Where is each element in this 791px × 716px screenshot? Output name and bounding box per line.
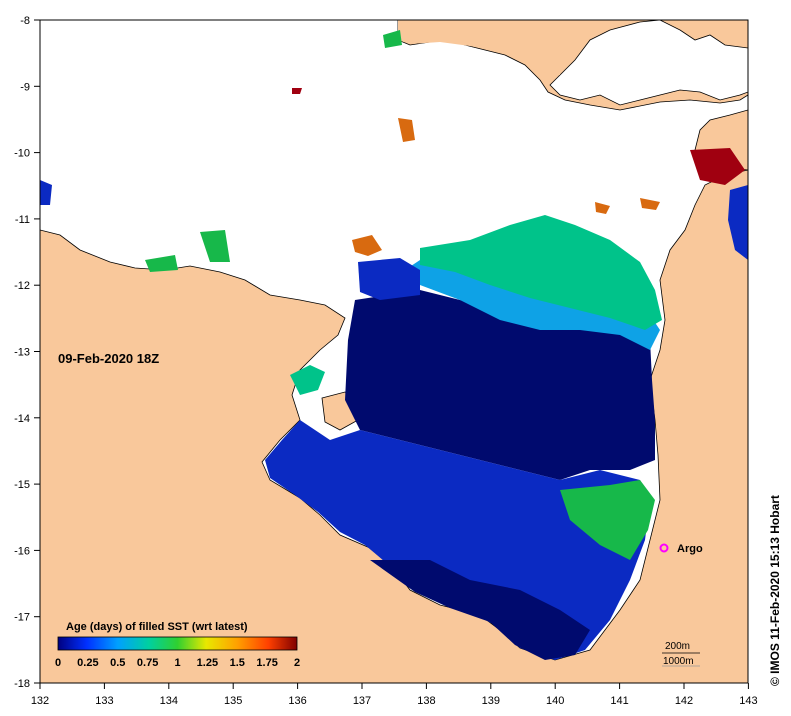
argo-symbol-icon [659,543,669,553]
lon-tick-label: 139 [482,695,500,707]
sst-navy-region [345,290,655,480]
lat-tick-label: -8 [20,15,30,27]
lat-tick-label: -16 [14,545,30,557]
colorbar-tick-label: 1.25 [197,657,218,669]
argo-marker: Argo [659,543,703,555]
argo-label: Argo [677,543,703,555]
colorbar-tick-label: 0.75 [137,657,158,669]
sst-teal-region [420,215,662,330]
lat-tick-label: -11 [15,214,30,226]
colorbar-ticks: 0 0.25 0.5 0.75 1 1.25 1.5 1.75 2 [55,657,300,669]
colorbar-title: Age (days) of filled SST (wrt latest) [66,621,248,633]
sst-green-east [560,480,655,560]
sst-navy-south [370,560,590,660]
colorbar-gradient [57,636,298,651]
lon-tick-label: 141 [610,695,628,707]
lat-tick-label: -13 [14,347,30,359]
lat-tick-label: -14 [14,413,30,425]
colorbar-tick-label: 0 [55,657,61,669]
map-date-label: 09-Feb-2020 18Z [58,351,159,366]
land-new-guinea-west [398,20,560,75]
lon-tick-label: 133 [95,695,113,707]
credit-text: © IMOS 11-Feb-2020 15:13 Hobart [768,495,782,686]
colorbar-tick-label: 0.25 [77,657,98,669]
lon-tick-label: 143 [739,695,757,707]
contour-200m-label: 200m [665,641,690,652]
sst-teal-west [290,365,325,395]
lon-tick-label: 132 [31,695,49,707]
lat-tick-label: -12 [14,280,30,292]
lon-tick-label: 136 [288,695,306,707]
lon-tick-label: 140 [546,695,564,707]
colorbar-tick-label: 1 [174,657,180,669]
lat-tick-label: -15 [14,479,30,491]
lon-tick-label: 135 [224,695,242,707]
contour-1000m-label: 1000m [663,656,694,667]
sst-skyblue-region [405,260,660,350]
contour-legend: 200m 1000m [662,641,700,667]
colorbar-tick-label: 1.75 [256,657,277,669]
lat-tick-label: -17 [14,612,30,624]
latitude-axis: -8 -9 -10 -11 -12 -13 -14 -15 -16 -17 -18 [14,15,40,690]
lon-tick-label: 138 [417,695,435,707]
lat-tick-label: -9 [20,81,30,93]
longitude-axis: 132 133 134 135 136 137 138 139 140 141 142 143 [31,683,758,707]
sst-darkred-patch [292,88,745,185]
colorbar-tick-label: 2 [294,657,300,669]
lat-tick-label: -10 [14,148,30,160]
colorbar-tick-label: 1.5 [230,657,245,669]
lon-tick-label: 134 [160,695,178,707]
lon-tick-label: 137 [353,695,371,707]
sst-blue-north [358,258,420,300]
lon-tick-label: 142 [675,695,693,707]
colorbar-tick-label: 0.5 [110,657,125,669]
sst-blue-region [265,420,650,660]
lat-tick-label: -18 [14,678,30,690]
